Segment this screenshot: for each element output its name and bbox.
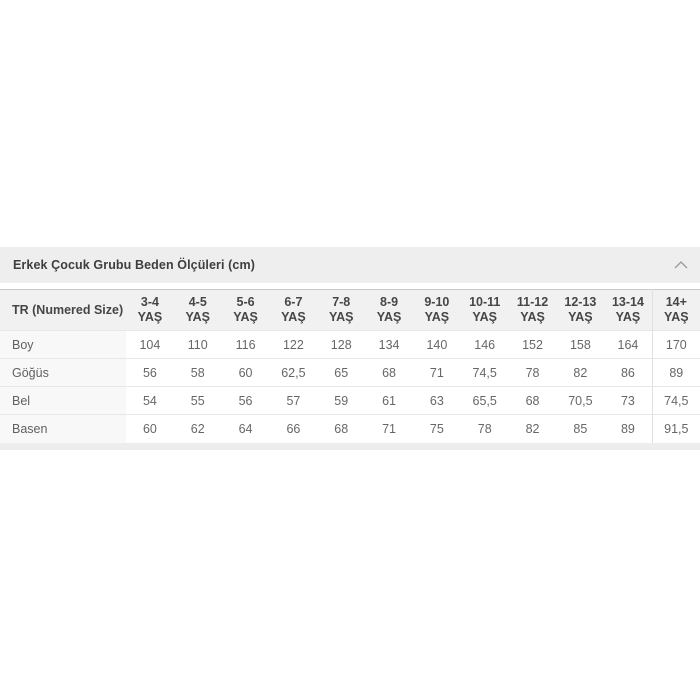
size-cell: 54 xyxy=(126,386,174,415)
size-guide-title: Erkek Çocuk Grubu Beden Ölçüleri (cm) xyxy=(13,258,255,272)
corner-header: TR (Numered Size) xyxy=(0,289,126,331)
col-header-10-11: 10-11 YAŞ xyxy=(460,289,509,331)
size-cell: 64 xyxy=(221,414,270,443)
col-header-14plus: 14+ YAŞ xyxy=(651,289,700,331)
col-header-5-6: 5-6 YAŞ xyxy=(221,289,270,331)
size-cell: 89 xyxy=(651,358,700,387)
row-label: Boy xyxy=(0,330,126,359)
size-cell: 128 xyxy=(317,330,366,359)
size-cell: 59 xyxy=(317,386,366,415)
size-cell: 75 xyxy=(412,414,461,443)
size-cell: 140 xyxy=(412,330,461,359)
spacer xyxy=(0,283,700,289)
horizontal-scrollbar-track[interactable] xyxy=(0,442,700,450)
size-cell: 66 xyxy=(269,414,318,443)
size-cell: 65 xyxy=(317,358,366,387)
size-cell: 82 xyxy=(508,414,557,443)
size-cell: 68 xyxy=(317,414,366,443)
col-header-3-4: 3-4 YAŞ xyxy=(126,289,174,331)
size-cell: 74,5 xyxy=(460,358,509,387)
size-cell: 73 xyxy=(604,386,653,415)
size-cell: 74,5 xyxy=(651,386,700,415)
size-cell: 55 xyxy=(173,386,222,415)
size-cell: 70,5 xyxy=(556,386,605,415)
size-cell: 62,5 xyxy=(269,358,318,387)
size-cell: 71 xyxy=(365,414,413,443)
size-cell: 56 xyxy=(126,358,174,387)
row-label: Basen xyxy=(0,414,126,443)
col-header-4-5: 4-5 YAŞ xyxy=(173,289,222,331)
size-cell: 60 xyxy=(126,414,174,443)
col-header-6-7: 6-7 YAŞ xyxy=(269,289,318,331)
col-header-8-9: 8-9 YAŞ xyxy=(365,289,413,331)
col-header-12-13: 12-13 YAŞ xyxy=(556,289,605,331)
size-cell: 56 xyxy=(221,386,270,415)
size-guide-accordion-header[interactable]: Erkek Çocuk Grubu Beden Ölçüleri (cm) xyxy=(0,247,700,283)
col-header-13-14: 13-14 YAŞ xyxy=(604,289,653,331)
table-row-bel: Bel 54 55 56 57 59 61 63 65,5 68 70,5 73… xyxy=(0,386,700,415)
size-table: TR (Numered Size) 3-4 YAŞ 4-5 YAŞ 5-6 YAŞ 6… xyxy=(0,289,700,443)
size-cell: 110 xyxy=(173,330,222,359)
col-header-7-8: 7-8 YAŞ xyxy=(317,289,366,331)
size-cell: 68 xyxy=(508,386,557,415)
size-cell: 82 xyxy=(556,358,605,387)
table-row-gogus: Göğüs 56 58 60 62,5 65 68 71 74,5 78 82 … xyxy=(0,358,700,387)
row-label: Bel xyxy=(0,386,126,415)
table-row-basen: Basen 60 62 64 66 68 71 75 78 82 85 89 9… xyxy=(0,414,700,443)
row-label: Göğüs xyxy=(0,358,126,387)
size-cell: 61 xyxy=(365,386,413,415)
size-cell: 78 xyxy=(460,414,509,443)
col-header-11-12: 11-12 YAŞ xyxy=(508,289,557,331)
size-cell: 152 xyxy=(508,330,557,359)
size-cell: 71 xyxy=(412,358,461,387)
size-cell: 116 xyxy=(221,330,270,359)
size-cell: 91,5 xyxy=(651,414,700,443)
size-cell: 57 xyxy=(269,386,318,415)
size-cell: 89 xyxy=(604,414,653,443)
size-cell: 146 xyxy=(460,330,509,359)
col-header-9-10: 9-10 YAŞ xyxy=(412,289,461,331)
size-cell: 58 xyxy=(173,358,222,387)
size-cell: 86 xyxy=(604,358,653,387)
size-cell: 60 xyxy=(221,358,270,387)
table-row-boy: Boy 104 110 116 122 128 134 140 146 152 … xyxy=(0,330,700,359)
size-cell: 122 xyxy=(269,330,318,359)
size-guide-widget: Erkek Çocuk Grubu Beden Ölçüleri (cm) TR… xyxy=(0,247,700,450)
size-cell: 134 xyxy=(365,330,413,359)
size-cell: 170 xyxy=(651,330,700,359)
size-cell: 104 xyxy=(126,330,174,359)
chevron-up-icon[interactable] xyxy=(673,257,689,273)
size-cell: 164 xyxy=(604,330,653,359)
size-cell: 85 xyxy=(556,414,605,443)
size-cell: 63 xyxy=(412,386,461,415)
size-cell: 158 xyxy=(556,330,605,359)
size-cell: 62 xyxy=(173,414,222,443)
size-cell: 65,5 xyxy=(460,386,509,415)
size-cell: 78 xyxy=(508,358,557,387)
size-cell: 68 xyxy=(365,358,413,387)
size-table-header-row: TR (Numered Size) 3-4 YAŞ 4-5 YAŞ 5-6 YAŞ 6… xyxy=(0,289,700,331)
